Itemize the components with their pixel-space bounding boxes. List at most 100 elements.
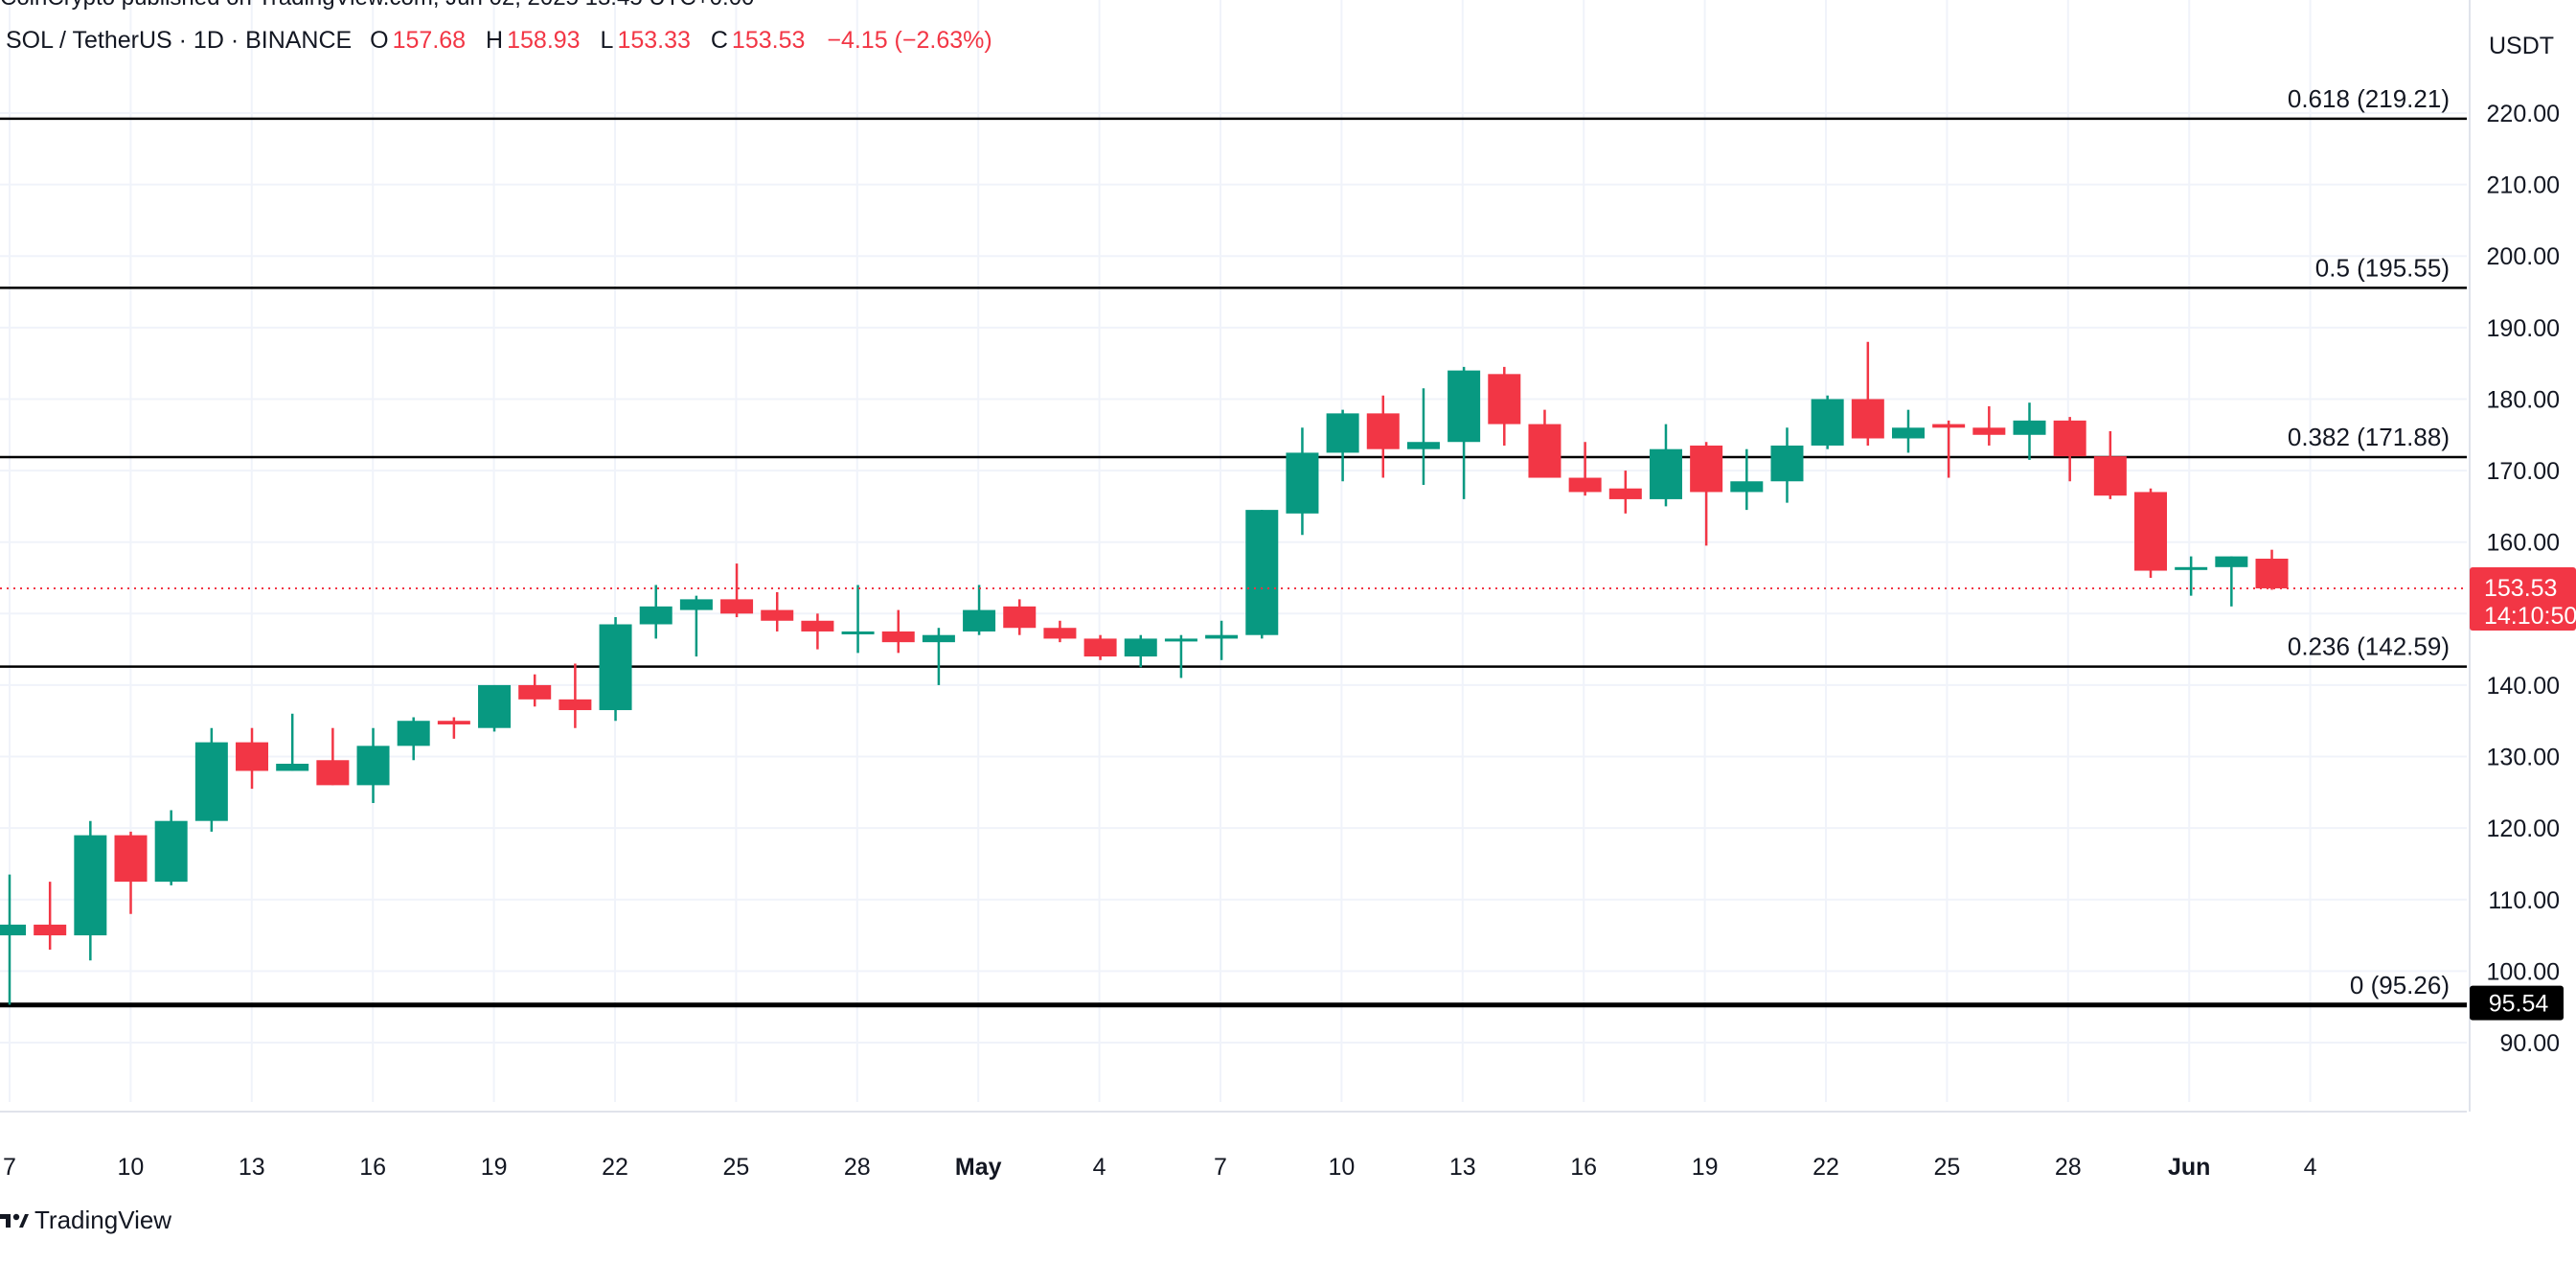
candle-body xyxy=(841,631,875,634)
candle-body xyxy=(2053,420,2086,457)
open-value: 157.68 xyxy=(392,27,467,54)
candle-body xyxy=(1448,370,1481,443)
open-label: O xyxy=(370,27,389,54)
low-label: L xyxy=(600,27,614,54)
last-price-value: 153.53 xyxy=(2484,575,2557,602)
candle-body xyxy=(356,746,390,786)
y-tick-label: 130.00 xyxy=(2487,745,2560,771)
candle-body xyxy=(599,624,632,711)
x-tick-label: 7 xyxy=(1214,1154,1227,1181)
candle-body xyxy=(1286,452,1319,514)
x-tick-label: 22 xyxy=(1812,1154,1839,1181)
marker-price-tag xyxy=(2470,985,2564,1021)
candle-body xyxy=(2134,492,2168,571)
x-tick-label: 28 xyxy=(844,1154,871,1181)
marker-price-value: 95.54 xyxy=(2489,991,2549,1018)
close-value: 153.53 xyxy=(731,27,806,54)
tradingview-brand[interactable]: TradingView xyxy=(0,1206,171,1235)
candle-body xyxy=(1932,424,1966,428)
candle-body xyxy=(1245,510,1279,635)
currency-label: USDT xyxy=(2489,33,2554,59)
candle-body xyxy=(437,721,470,724)
candle-body xyxy=(1851,399,1884,439)
candle-body xyxy=(276,764,309,771)
change-value: −4.15 (−2.63%) xyxy=(827,27,992,54)
candle-body xyxy=(1608,488,1642,499)
y-tick-label: 110.00 xyxy=(2488,887,2560,914)
x-tick-label: 4 xyxy=(1093,1154,1106,1181)
candle-body xyxy=(2255,559,2289,588)
x-tick-label: 19 xyxy=(481,1154,508,1181)
candle-body xyxy=(1649,448,1682,499)
x-tick-label: May xyxy=(955,1154,1002,1181)
fib-level-label: 0.236 (142.59) xyxy=(2288,632,2450,661)
x-tick-label: 28 xyxy=(2055,1154,2082,1181)
candle-body xyxy=(881,631,915,643)
x-tick-label: 22 xyxy=(602,1154,628,1181)
candle-body xyxy=(154,820,188,883)
candle-body xyxy=(559,699,592,711)
candle-body xyxy=(1568,477,1602,493)
x-tick-label: 16 xyxy=(1570,1154,1597,1181)
y-tick-label: 200.00 xyxy=(2487,243,2560,270)
fib-level-label: 0.382 (171.88) xyxy=(2288,423,2450,451)
candle-body xyxy=(1366,413,1400,449)
candle-body xyxy=(478,684,512,728)
fib-level-label: 0.5 (195.55) xyxy=(2315,253,2450,282)
candle-body xyxy=(1124,638,1157,657)
candle-body xyxy=(1043,628,1077,639)
x-tick-label: Jun xyxy=(2168,1154,2210,1181)
candle-body xyxy=(922,634,955,643)
fib-level-label: 0 (95.26) xyxy=(2350,971,2450,999)
y-tick-label: 120.00 xyxy=(2487,815,2560,842)
candle-body xyxy=(316,760,350,786)
x-tick-label: 10 xyxy=(117,1154,144,1181)
y-tick-label: 90.00 xyxy=(2499,1030,2560,1057)
candle-body xyxy=(963,609,996,632)
candle-body xyxy=(1811,399,1844,446)
candle-body xyxy=(1164,638,1197,642)
candle-body xyxy=(1891,427,1925,439)
high-value: 158.93 xyxy=(507,27,581,54)
brand-label: TradingView xyxy=(34,1206,172,1234)
x-tick-label: 13 xyxy=(1449,1154,1476,1181)
candle-body xyxy=(639,606,672,625)
candle-body xyxy=(1003,606,1037,629)
candle-body xyxy=(114,835,148,883)
candle-body xyxy=(74,835,107,936)
y-tick-label: 160.00 xyxy=(2487,530,2560,557)
candle-body xyxy=(34,924,67,936)
candle-body xyxy=(679,599,713,610)
candle-body xyxy=(801,620,834,632)
high-label: H xyxy=(486,27,504,54)
candle-body xyxy=(2175,566,2208,570)
candle-body xyxy=(1205,634,1239,639)
candle-body xyxy=(1770,445,1804,482)
candle-body xyxy=(1406,442,1440,449)
close-label: C xyxy=(710,27,728,54)
publish-note: CoinCrypto published on TradingView.com,… xyxy=(0,0,754,11)
candle-body xyxy=(518,684,552,700)
symbol-title[interactable]: SOL / TetherUS · 1D · BINANCE xyxy=(6,27,353,54)
candle-body xyxy=(1528,424,1562,478)
y-tick-label: 170.00 xyxy=(2487,458,2560,485)
candle-body xyxy=(1690,445,1723,493)
candle-body xyxy=(1083,638,1117,657)
y-tick-label: 100.00 xyxy=(2487,958,2560,985)
candle-body xyxy=(2013,420,2046,435)
y-tick-label: 220.00 xyxy=(2487,101,2560,127)
x-tick-label: 19 xyxy=(1692,1154,1719,1181)
x-tick-label: 4 xyxy=(2304,1154,2317,1181)
y-tick-label: 190.00 xyxy=(2487,315,2560,342)
candle-body xyxy=(194,742,228,821)
y-tick-label: 140.00 xyxy=(2487,673,2560,700)
candle-body xyxy=(761,609,794,621)
candle-body xyxy=(1488,374,1521,425)
tradingview-logo-icon xyxy=(0,1213,29,1228)
x-tick-label: 13 xyxy=(239,1154,265,1181)
candle-body xyxy=(1730,481,1764,493)
y-tick-label: 210.00 xyxy=(2487,172,2560,199)
